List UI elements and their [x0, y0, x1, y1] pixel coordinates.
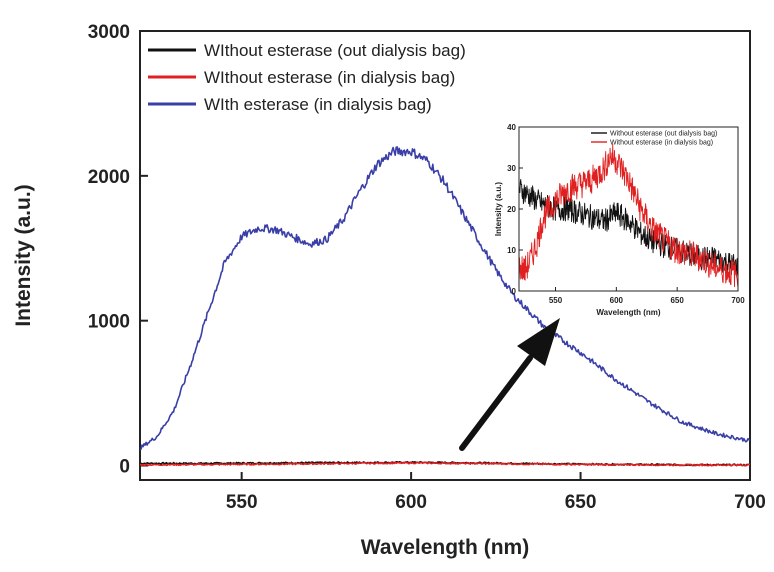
pointer-arrow [459, 318, 560, 451]
main-series-group [140, 146, 750, 467]
inset-y-axis-label: Intensity (a.u.) [494, 182, 503, 237]
inset-x-axis-label: Wavelength (nm) [596, 308, 660, 317]
legend-label-1: WIthout esterase (out dialysis bag) [204, 41, 466, 60]
legend-label-2: WIthout esterase (in dialysis bag) [204, 68, 455, 87]
main-y-axis-label: Intensity (a.u.) [12, 184, 35, 326]
y-tick-label: 1000 [88, 312, 130, 333]
main-x-axis-label: Wavelength (nm) [361, 536, 529, 559]
series-line-3 [140, 146, 750, 451]
x-tick-label: 650 [670, 296, 684, 305]
main-plot-frame [139, 30, 751, 481]
legend-label-3: WIth esterase (in dialysis bag) [204, 95, 432, 114]
x-tick-label: 550 [549, 296, 563, 305]
legend-label-2: Without esterase (in dialysis bag) [610, 140, 713, 147]
series-line-2 [140, 461, 750, 467]
arrow-head [517, 318, 560, 366]
series-line-2 [519, 143, 738, 288]
y-tick-label: 0 [119, 457, 130, 478]
main-legend: WIthout esterase (out dialysis bag) WItho… [148, 41, 466, 114]
x-tick-label: 700 [734, 492, 766, 513]
x-tick-label: 550 [226, 492, 258, 513]
y-tick-label: 20 [507, 205, 516, 214]
main-chart: 550 600 650 700 0 1000 2000 3000 Wavelength (nm… [12, 22, 766, 559]
inset-legend: Without esterase (out dialysis bag) Witho… [591, 131, 717, 147]
y-tick-label: 0 [512, 287, 517, 296]
legend-label-1: Without esterase (out dialysis bag) [610, 131, 717, 138]
x-tick-label: 650 [565, 492, 597, 513]
y-tick-label: 2000 [88, 167, 130, 188]
arrow-shaft [459, 355, 533, 451]
y-tick-label: 10 [507, 246, 516, 255]
x-tick-label: 600 [395, 492, 427, 513]
x-tick-label: 700 [731, 296, 745, 305]
y-tick-label: 30 [507, 164, 516, 173]
y-tick-label: 40 [507, 123, 516, 132]
x-tick-label: 600 [610, 296, 624, 305]
inset-ticks: 550 600 650 700 0 10 20 30 40 [507, 123, 745, 305]
inset-series-group [519, 143, 738, 288]
inset-chart: 550 600 650 700 0 10 20 30 40 Wavelength (nm) In… [494, 123, 745, 317]
y-tick-label: 3000 [88, 22, 130, 43]
